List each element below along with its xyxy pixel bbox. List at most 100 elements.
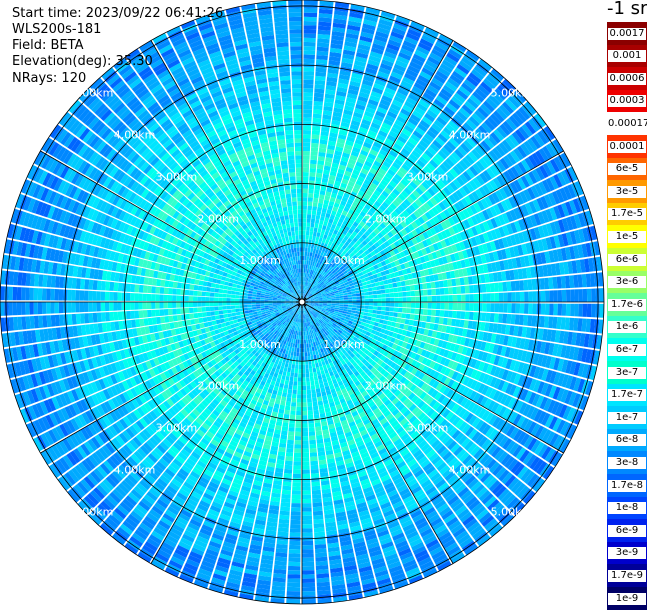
data-cell — [490, 283, 495, 292]
data-cell — [235, 305, 239, 308]
data-cell — [285, 126, 293, 131]
data-cell — [293, 113, 302, 117]
data-cell — [292, 235, 296, 240]
data-cell — [227, 290, 232, 294]
data-cell — [282, 97, 292, 102]
data-cell — [303, 189, 308, 193]
data-cell — [17, 287, 22, 300]
data-cell — [291, 59, 302, 64]
data-cell — [552, 277, 557, 289]
data-cell — [465, 286, 470, 294]
data-cell — [302, 268, 304, 272]
data-cell — [388, 283, 393, 288]
data-cell — [288, 160, 295, 165]
data-cell — [256, 306, 260, 309]
data-cell — [287, 227, 291, 232]
data-cell — [304, 50, 316, 55]
data-cell — [71, 302, 75, 313]
data-cell — [80, 313, 85, 323]
data-cell — [243, 296, 247, 299]
data-cell — [432, 296, 436, 302]
data-cell — [199, 280, 204, 285]
data-cell — [482, 294, 486, 303]
data-cell — [285, 189, 291, 194]
data-cell — [305, 243, 308, 247]
data-cell — [143, 302, 147, 309]
data-cell — [304, 260, 306, 264]
data-cell — [304, 21, 317, 26]
data-cell — [292, 202, 297, 207]
data-cell — [197, 302, 201, 307]
data-cell — [72, 314, 77, 325]
data-cell — [215, 315, 220, 320]
data-cell — [138, 302, 142, 310]
data-cell — [503, 293, 507, 303]
data-cell — [296, 164, 302, 168]
data-cell — [215, 284, 220, 289]
data-cell — [561, 276, 566, 288]
data-cell — [523, 280, 528, 291]
data-cell — [320, 190, 326, 195]
data-cell — [544, 278, 549, 290]
data-cell — [308, 244, 311, 249]
data-cell — [304, 42, 316, 47]
data-cell — [303, 151, 310, 155]
data-cell — [303, 130, 311, 135]
data-cell — [155, 310, 160, 317]
data-cell — [303, 185, 308, 189]
data-cell — [377, 298, 381, 302]
data-cell — [248, 310, 253, 313]
data-cell — [84, 291, 89, 301]
data-cell — [286, 143, 294, 148]
data-cell — [308, 193, 313, 198]
data-cell — [311, 139, 319, 144]
data-cell — [228, 286, 233, 290]
data-cell — [303, 201, 308, 205]
data-cell — [93, 313, 98, 323]
data-cell — [92, 291, 97, 301]
data-cell — [299, 243, 302, 247]
data-cell — [290, 244, 293, 249]
data-cell — [302, 264, 304, 268]
data-cell — [228, 283, 233, 287]
data-cell — [319, 194, 325, 199]
data-cell — [235, 292, 240, 296]
data-cell — [303, 117, 312, 122]
data-cell — [313, 114, 322, 119]
data-cell — [519, 280, 524, 290]
data-cell — [193, 302, 197, 307]
data-cell — [411, 297, 415, 302]
data-cell — [424, 296, 428, 302]
data-cell — [289, 172, 295, 177]
data-cell — [316, 68, 327, 73]
data-cell — [447, 279, 452, 286]
data-cell — [198, 313, 203, 318]
data-cell — [558, 290, 563, 302]
data-cell — [135, 311, 140, 319]
data-cell — [252, 297, 256, 300]
data-cell — [42, 288, 47, 300]
data-cell — [541, 291, 546, 302]
data-cell — [314, 194, 320, 199]
data-cell — [293, 244, 296, 249]
data-cell — [260, 298, 264, 300]
data-cell — [295, 155, 302, 159]
data-cell — [92, 302, 96, 312]
data-cell — [348, 297, 352, 300]
data-cell — [290, 223, 294, 228]
data-cell — [303, 105, 312, 109]
data-cell — [344, 298, 348, 300]
data-cell — [248, 296, 252, 299]
data-cell — [260, 300, 264, 302]
data-cell — [373, 295, 377, 299]
data-cell — [335, 298, 339, 300]
data-cell — [214, 302, 218, 306]
data-cell — [303, 122, 311, 127]
data-cell — [109, 292, 113, 301]
data-cell — [290, 42, 302, 47]
data-cell — [256, 295, 261, 298]
data-cell — [252, 294, 256, 297]
data-cell — [295, 151, 302, 155]
data-cell — [122, 302, 126, 310]
data-cell — [311, 151, 318, 156]
